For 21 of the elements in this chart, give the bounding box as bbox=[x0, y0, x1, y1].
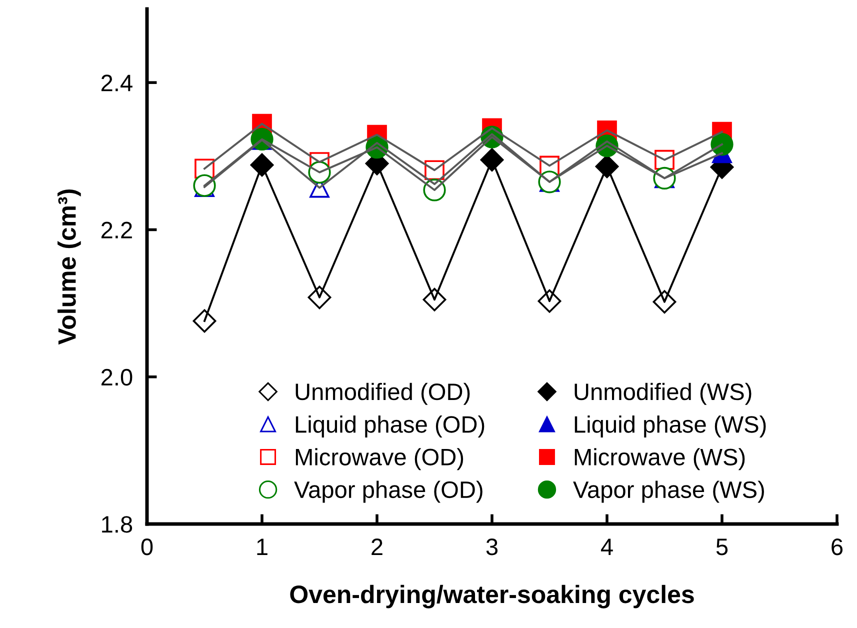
x-tick-label: 0 bbox=[141, 538, 153, 556]
legend-label: Microwave (OD) bbox=[296, 448, 464, 470]
x-axis-title: Oven-drying/water-soaking cycles bbox=[290, 584, 694, 608]
legend-label: Liquid phase (OD) bbox=[296, 415, 484, 438]
x-tick-label: 2 bbox=[372, 538, 382, 555]
x-tick-label: 1 bbox=[257, 538, 268, 555]
legend-label: Vapor phase (OD) bbox=[294, 480, 482, 503]
y-tick-label: 2.4 bbox=[101, 74, 132, 92]
legend-label: Unmodified (WS) bbox=[574, 382, 752, 405]
legend-label: Vapor phase (WS) bbox=[573, 480, 764, 503]
y-axis-title: Volume (cm³) bbox=[58, 189, 81, 345]
y-tick-label: 2.2 bbox=[101, 222, 132, 238]
y-tick-label: 1.8 bbox=[102, 516, 132, 533]
x-tick-label: 3 bbox=[486, 538, 498, 556]
legend-label: Liquid phase (WS) bbox=[574, 415, 766, 438]
x-tick-label: 4 bbox=[600, 538, 613, 555]
x-tick-label: 5 bbox=[716, 538, 728, 556]
legend-label: Microwave (WS) bbox=[574, 448, 745, 470]
y-tick-label: 2.0 bbox=[101, 368, 132, 386]
x-tick-label: 6 bbox=[832, 538, 843, 556]
legend-label: Unmodified (OD) bbox=[296, 382, 470, 405]
